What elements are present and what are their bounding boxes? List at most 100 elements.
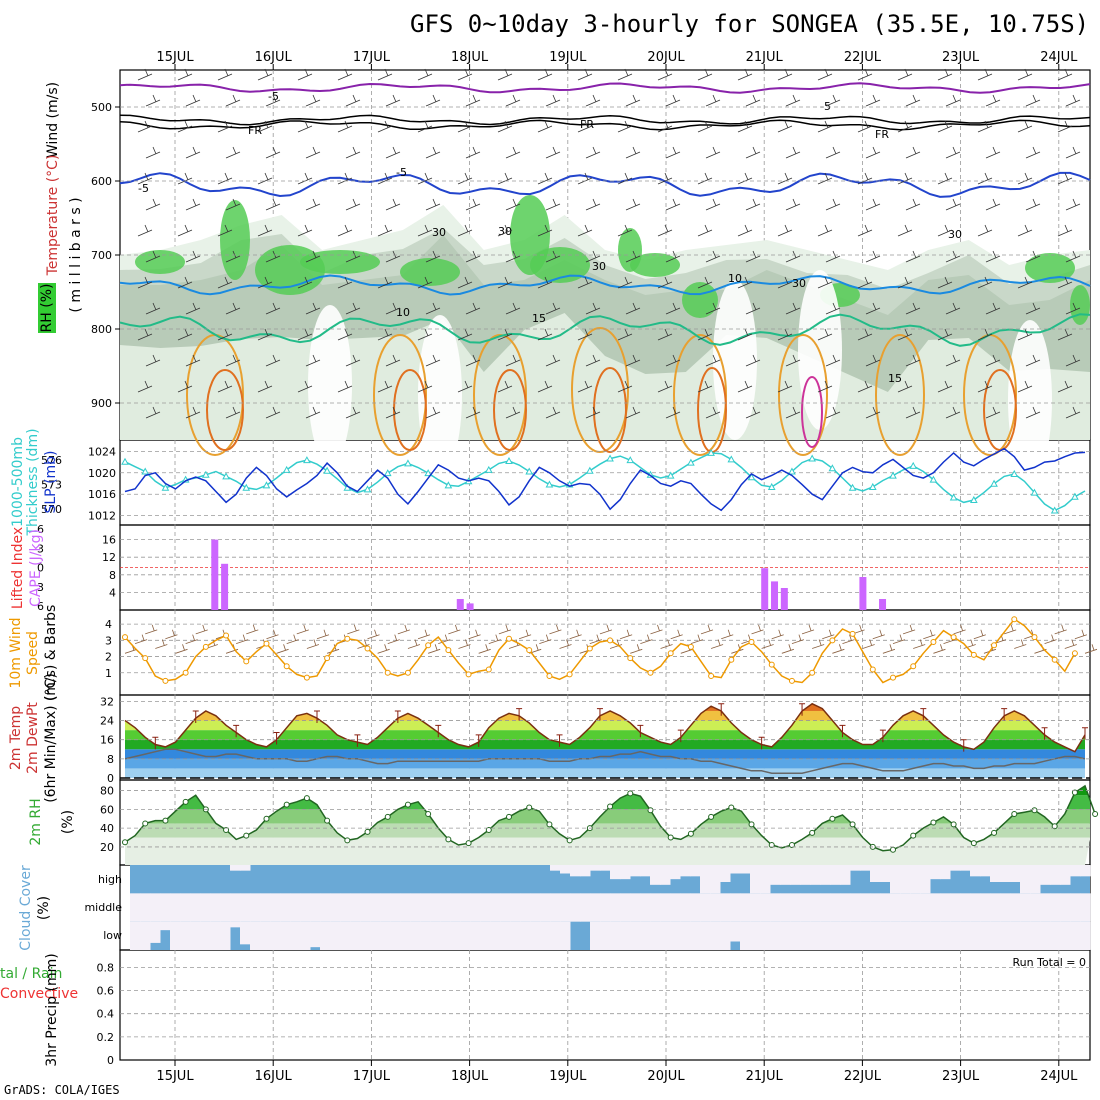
- wind-barb: [1025, 302, 1041, 315]
- wind-barb: [745, 146, 761, 159]
- isotherm-loop-11: [801, 376, 823, 448]
- wind-barb: [337, 328, 353, 341]
- marker-series-thickness: [262, 481, 271, 489]
- wind-barb: [465, 406, 481, 419]
- marker-series-thickness: [848, 483, 857, 491]
- cape-bar-7: [859, 577, 867, 610]
- cloud-clear-middle: [1050, 893, 1061, 922]
- temp-minmax-bar: [516, 708, 523, 721]
- wind10-barb: [812, 639, 825, 649]
- cloud-clear-low: [810, 921, 821, 950]
- cloud-clear-middle: [770, 893, 781, 922]
- wind-barb: [545, 94, 561, 107]
- wind-barb: [825, 406, 841, 419]
- wind-barb: [145, 302, 161, 315]
- marker-series-wind10: [425, 642, 432, 649]
- wind-barb: [785, 94, 801, 107]
- y-tick-label-600: 600: [91, 175, 112, 188]
- wind-barb: [697, 276, 713, 289]
- cloud-clear-high: [240, 865, 251, 871]
- wind-barb: [777, 224, 793, 237]
- wind-barb: [777, 120, 793, 133]
- cloud-clear-middle: [600, 893, 611, 922]
- marker-series-rh: [890, 846, 896, 853]
- wind-barb: [337, 68, 353, 81]
- cloud-clear-low: [470, 921, 481, 950]
- wind-barb: [625, 94, 641, 107]
- wind10-barb: [1054, 624, 1067, 635]
- wind-barb: [297, 68, 313, 81]
- wind-barb: [265, 354, 281, 367]
- cloud-clear-low: [1000, 921, 1011, 950]
- wind-barb: [897, 120, 913, 133]
- rh-tick-label-20: 20: [100, 841, 114, 854]
- wind-barb: [265, 146, 281, 159]
- cloud-clear-middle: [800, 893, 811, 922]
- date-label-top-17JUL: 17JUL: [353, 50, 391, 65]
- wind-barb: [545, 146, 561, 159]
- rh-legend-swatch: [38, 283, 56, 333]
- cloud-clear-high: [570, 865, 581, 877]
- date-label-bottom-24JUL: 24JUL: [1040, 1069, 1078, 1084]
- wind10-barb: [367, 629, 380, 640]
- wind-barb: [777, 328, 793, 341]
- wind-barb: [537, 120, 553, 133]
- cloud-clear-middle: [390, 893, 401, 922]
- label-millibars: ( m i l l i b a r s ): [68, 197, 84, 312]
- wind-barb: [657, 172, 673, 185]
- cloud-clear-high: [590, 865, 601, 871]
- wind-barb: [705, 302, 721, 315]
- wind-barb: [497, 224, 513, 237]
- marker-series-thickness: [828, 464, 837, 472]
- wind-barb: [345, 94, 361, 107]
- wind-barb: [785, 354, 801, 367]
- marker-series-thickness: [545, 480, 554, 488]
- cape-bar-2: [456, 599, 464, 610]
- date-label-bottom-18JUL: 18JUL: [451, 1069, 489, 1084]
- cloud-clear-middle: [460, 893, 471, 922]
- wind10-barb: [1074, 629, 1088, 640]
- label-wind10-speed: Speed: [25, 631, 41, 675]
- marker-series-rh: [465, 840, 472, 847]
- marker-series-thickness: [404, 459, 412, 467]
- cloud-clear-middle: [830, 893, 841, 922]
- wind-barb: [617, 276, 633, 289]
- cloud-clear-high: [640, 865, 651, 877]
- cloud-clear-middle: [1070, 893, 1081, 922]
- cloud-clear-low: [550, 921, 561, 950]
- wind-barb: [1025, 94, 1041, 107]
- cloud-clear-high: [750, 865, 761, 894]
- cloud-clear-low: [490, 921, 501, 950]
- marker-series-rh: [344, 837, 351, 844]
- wind-barb: [897, 328, 913, 341]
- wind10-barb: [549, 624, 562, 635]
- marker-series-thickness: [282, 465, 291, 473]
- temp-minmax-bar: [152, 736, 159, 750]
- wind10-barb: [1014, 639, 1027, 649]
- wind-barb: [217, 68, 233, 81]
- wind-barb: [225, 302, 241, 315]
- wind-barb: [897, 276, 913, 289]
- wind-barb: [177, 276, 193, 289]
- wind-barb: [537, 328, 553, 341]
- wind-barb: [145, 146, 161, 159]
- wind-barb: [417, 224, 433, 237]
- cloud-clear-low: [320, 921, 331, 950]
- cloud-clear-middle: [890, 893, 901, 922]
- cloud-clear-low: [160, 921, 171, 931]
- cloud-clear-high: [930, 865, 941, 880]
- wind-barb: [185, 406, 201, 419]
- marker-series-rh: [788, 842, 795, 849]
- cloud-clear-low: [830, 921, 841, 950]
- rh-band-0: [125, 837, 1090, 865]
- cloud-clear-middle: [760, 893, 771, 922]
- cloud-clear-low: [150, 921, 161, 943]
- wind10-tick-label-3: 3: [105, 634, 112, 647]
- wind-barb: [1057, 68, 1073, 81]
- temp-band-3: [125, 739, 1085, 750]
- wind-barb: [225, 198, 241, 211]
- wind-barb: [145, 406, 161, 419]
- marker-series-thickness: [141, 467, 150, 475]
- wind10-barb: [872, 629, 885, 640]
- cloud-clear-middle: [720, 893, 731, 922]
